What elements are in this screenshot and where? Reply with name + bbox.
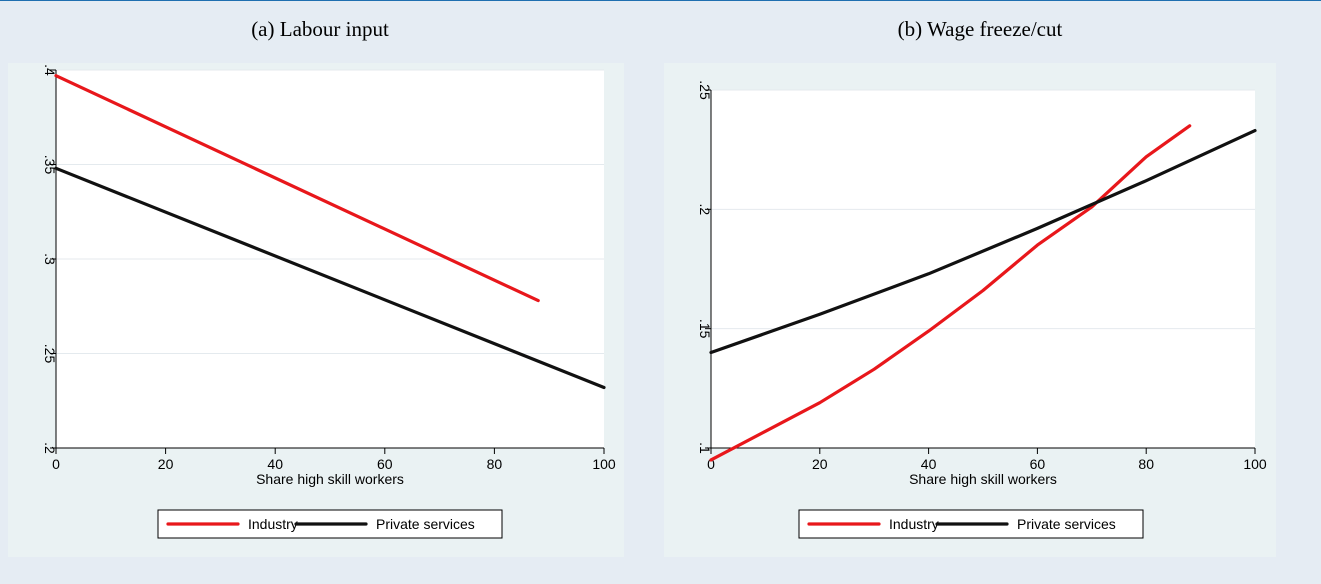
legend-label: Industry	[248, 516, 298, 532]
y-tick-label: .25	[42, 344, 58, 364]
y-tick-label: .4	[42, 64, 58, 76]
x-tick-label: 40	[921, 456, 937, 472]
y-tick-label: .15	[697, 319, 713, 339]
y-tick-label: .35	[42, 155, 58, 175]
x-tick-label: 20	[158, 456, 174, 472]
y-tick-label: .2	[697, 203, 713, 215]
x-tick-label: 60	[1030, 456, 1046, 472]
legend-label: Private services	[376, 516, 475, 532]
panel-a-title: (a) Labour input	[251, 17, 389, 41]
x-tick-label: 100	[1243, 456, 1267, 472]
y-tick-label: .1	[697, 442, 713, 454]
series-line-private-services	[54, 166, 606, 390]
series-line-industry	[54, 74, 540, 303]
panel-b-title: (b) Wage freeze/cut	[897, 17, 1063, 41]
panel-b-chart: .1 .15 .2 .25 0 20 40 60 80 100 Share high skill w…	[697, 80, 1267, 539]
series-line-private-services	[709, 129, 1257, 355]
panel-b-region: .1 .15 .2 .25 0 20 40 60 80 100 Share high skill w…	[664, 63, 1276, 557]
series-line-industry	[709, 124, 1192, 462]
x-tick-label: 80	[1138, 456, 1154, 472]
legend-label: Private services	[1017, 516, 1116, 532]
x-axis-title: Share high skill workers	[256, 471, 404, 487]
x-axis-title: Share high skill workers	[909, 471, 1057, 487]
plot-area	[711, 90, 1255, 448]
x-tick-label: 40	[267, 456, 283, 472]
panel-a-region: .2 .25 .3 .35 .4 0 20 40 60 80 100 Share high skill…	[8, 63, 624, 557]
panel-a-chart: .2 .25 .3 .35 .4 0 20 40 60 80 100 Share high skill…	[42, 64, 616, 539]
x-tick-label: 0	[707, 456, 715, 472]
x-tick-label: 100	[592, 456, 616, 472]
y-tick-label: .2	[42, 442, 58, 454]
x-tick-label: 60	[377, 456, 393, 472]
legend-label: Industry	[889, 516, 939, 532]
y-tick-label: .25	[697, 80, 713, 100]
x-tick-label: 80	[487, 456, 503, 472]
x-tick-label: 20	[812, 456, 828, 472]
y-tick-label: .3	[42, 253, 58, 265]
x-tick-label: 0	[52, 456, 60, 472]
